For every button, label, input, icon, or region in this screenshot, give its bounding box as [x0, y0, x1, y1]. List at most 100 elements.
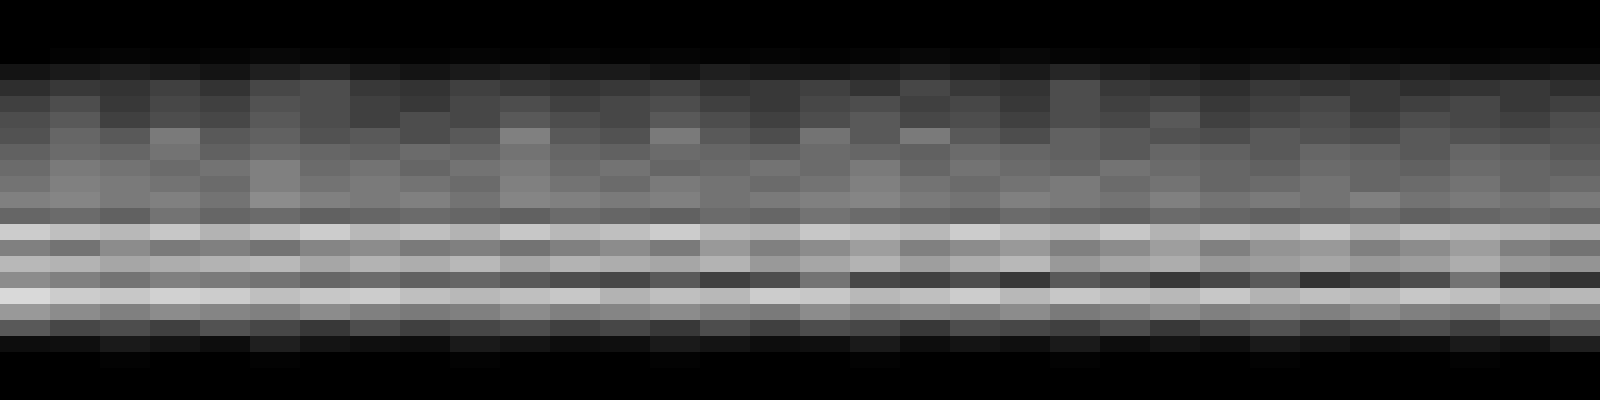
cell [1350, 336, 1401, 353]
cell [1550, 240, 1600, 257]
cell [1450, 368, 1501, 385]
cell [400, 304, 451, 321]
cell [1300, 272, 1351, 289]
cell [1550, 352, 1600, 369]
cell [1100, 80, 1151, 97]
cell [1450, 80, 1501, 97]
cell [700, 272, 751, 289]
cell [100, 336, 151, 353]
cell [700, 0, 751, 17]
cell [650, 48, 701, 65]
cell [550, 16, 601, 33]
cell [400, 288, 451, 305]
cell [650, 352, 701, 369]
cell [1150, 384, 1201, 400]
cell [1250, 128, 1301, 145]
cell [1250, 208, 1301, 225]
cell [1200, 240, 1251, 257]
cell [0, 112, 51, 129]
cell [900, 256, 951, 273]
cell [1350, 256, 1401, 273]
cell [1500, 272, 1551, 289]
cell [200, 16, 251, 33]
cell [900, 288, 951, 305]
cell [1350, 80, 1401, 97]
cell [1350, 16, 1401, 33]
cell [1350, 272, 1401, 289]
cell [100, 368, 151, 385]
cell [950, 112, 1001, 129]
cell [250, 272, 301, 289]
cell [650, 384, 701, 400]
cell [1250, 304, 1301, 321]
cell [50, 368, 101, 385]
cell [700, 224, 751, 241]
cell [350, 48, 401, 65]
cell [300, 240, 351, 257]
cell [1100, 48, 1151, 65]
cell [300, 288, 351, 305]
cell [650, 256, 701, 273]
cell [1150, 320, 1201, 337]
cell [1200, 352, 1251, 369]
cell [250, 352, 301, 369]
cell [750, 176, 801, 193]
cell [1400, 272, 1451, 289]
cell [600, 128, 651, 145]
cell [350, 32, 401, 49]
cell [700, 128, 751, 145]
cell [1550, 256, 1600, 273]
cell [950, 224, 1001, 241]
cell [1250, 0, 1301, 17]
cell [1350, 0, 1401, 17]
cell [400, 112, 451, 129]
cell [600, 208, 651, 225]
cell [1250, 112, 1301, 129]
cell [0, 352, 51, 369]
cell [1150, 224, 1201, 241]
cell [1400, 48, 1451, 65]
cell [550, 208, 601, 225]
cell [500, 352, 551, 369]
cell [600, 224, 651, 241]
cell [50, 320, 101, 337]
cell [750, 96, 801, 113]
cell [1250, 224, 1301, 241]
cell [700, 48, 751, 65]
cell [150, 368, 201, 385]
cell [1150, 16, 1201, 33]
cell [1450, 272, 1501, 289]
cell [0, 336, 51, 353]
cell [950, 96, 1001, 113]
cell [700, 64, 751, 81]
cell [1000, 368, 1051, 385]
cell [450, 0, 501, 17]
cell [450, 80, 501, 97]
cell [350, 0, 401, 17]
cell [1450, 48, 1501, 65]
cell [650, 160, 701, 177]
cell [550, 224, 601, 241]
cell [1550, 368, 1600, 385]
cell [850, 384, 901, 400]
cell [900, 320, 951, 337]
cell [700, 352, 751, 369]
cell [350, 144, 401, 161]
cell [450, 96, 501, 113]
cell [1500, 160, 1551, 177]
cell [1450, 336, 1501, 353]
cell [300, 80, 351, 97]
cell [400, 368, 451, 385]
cell [150, 176, 201, 193]
cell [0, 48, 51, 65]
cell [400, 96, 451, 113]
cell [1100, 240, 1151, 257]
cell [800, 384, 851, 400]
cell [750, 0, 801, 17]
cell [850, 176, 901, 193]
cell [400, 128, 451, 145]
cell [1050, 32, 1101, 49]
cell [100, 192, 151, 209]
cell [200, 160, 251, 177]
cell [350, 160, 401, 177]
